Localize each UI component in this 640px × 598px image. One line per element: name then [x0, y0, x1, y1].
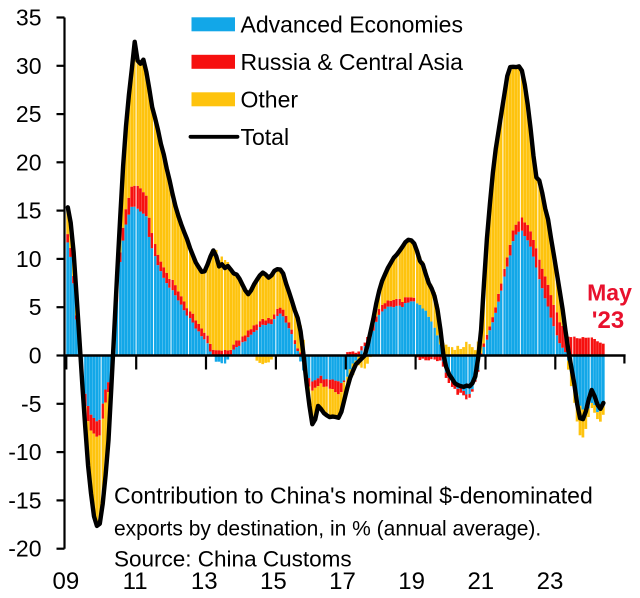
- svg-text:23: 23: [537, 568, 564, 593]
- svg-text:35: 35: [16, 5, 42, 31]
- svg-text:Contribution to China's nomina: Contribution to China's nominal $-denomi…: [114, 483, 593, 509]
- svg-text:21: 21: [467, 568, 494, 593]
- svg-text:Total: Total: [241, 124, 290, 150]
- svg-text:17: 17: [329, 568, 356, 593]
- svg-text:-10: -10: [8, 439, 41, 465]
- svg-text:'23: '23: [592, 307, 624, 334]
- svg-text:19: 19: [398, 568, 425, 593]
- svg-text:20: 20: [16, 149, 42, 175]
- svg-text:09: 09: [53, 568, 80, 593]
- svg-text:5: 5: [29, 294, 42, 320]
- svg-text:30: 30: [16, 53, 42, 79]
- svg-text:15: 15: [260, 568, 287, 593]
- svg-text:13: 13: [191, 568, 218, 593]
- svg-text:25: 25: [16, 101, 42, 127]
- svg-text:Other: Other: [241, 87, 299, 113]
- svg-text:11: 11: [123, 568, 148, 593]
- svg-text:-15: -15: [8, 487, 41, 513]
- svg-text:0: 0: [29, 343, 42, 369]
- svg-text:May: May: [587, 280, 632, 306]
- svg-text:Advanced Economies: Advanced Economies: [241, 12, 463, 38]
- svg-text:-5: -5: [21, 391, 41, 417]
- svg-text:-20: -20: [8, 536, 41, 562]
- svg-text:15: 15: [16, 198, 42, 224]
- svg-text:Russia & Central Asia: Russia & Central Asia: [241, 49, 464, 75]
- svg-text:10: 10: [16, 246, 42, 272]
- svg-text:Source: China Customs: Source: China Customs: [114, 547, 352, 572]
- svg-text:exports by destination, in % (: exports by destination, in % (annual ave…: [114, 518, 541, 541]
